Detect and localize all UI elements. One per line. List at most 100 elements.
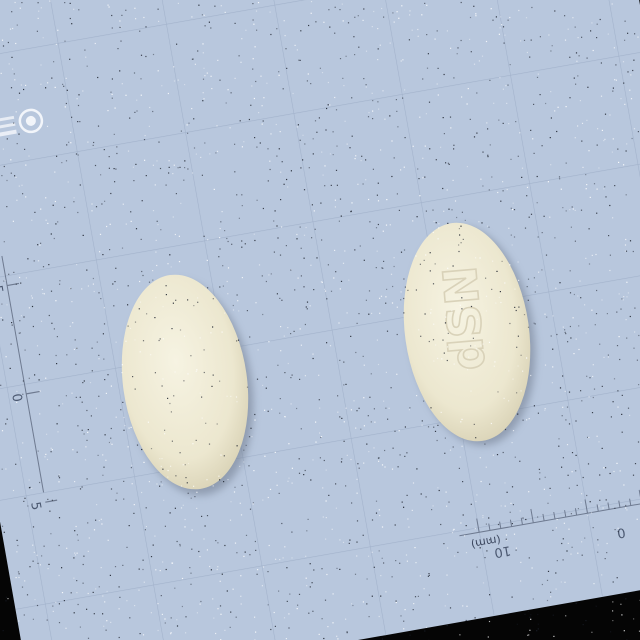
- speckle-dot: [385, 591, 387, 593]
- speckle-dot: [145, 55, 147, 58]
- speckle-dot: [638, 334, 640, 337]
- speckle-dot: [14, 175, 16, 177]
- speckle-dot: [569, 209, 571, 211]
- speckle-dot: [528, 634, 530, 636]
- speckle-dot: [17, 544, 19, 547]
- speckle-dot: [152, 279, 154, 281]
- speckle-dot: [19, 320, 21, 322]
- speckle-dot: [350, 458, 352, 461]
- speckle-dot: [400, 169, 402, 171]
- speckle-dot: [428, 101, 431, 103]
- speckle-dot: [180, 507, 183, 509]
- speckle-dot: [524, 227, 527, 229]
- speckle-dot: [236, 552, 238, 554]
- speckle-dot: [502, 122, 504, 124]
- speckle-dot: [144, 135, 146, 137]
- speckle-dot: [77, 425, 79, 427]
- speckle-dot: [140, 238, 142, 240]
- speckle-dot: [345, 383, 347, 385]
- speckle-dot: [532, 138, 534, 140]
- speckle-dot: [241, 246, 243, 248]
- speckle-dot: [297, 277, 299, 279]
- speckle-dot: [571, 471, 573, 473]
- speckle-dot: [605, 196, 607, 198]
- speckle-dot: [428, 574, 430, 576]
- speckle-dot: [296, 126, 298, 128]
- speckle-dot: [47, 568, 49, 570]
- speckle-dot: [493, 365, 495, 367]
- speckle-dot: [222, 285, 224, 287]
- speckle-dot: [470, 390, 472, 392]
- speckle-dot: [355, 155, 357, 157]
- speckle-dot: [351, 97, 353, 99]
- speckle-dot: [310, 479, 312, 481]
- speckle-dot: [609, 114, 611, 116]
- speckle-dot: [506, 539, 508, 541]
- speckle-dot: [47, 82, 49, 84]
- speckle-dot: [559, 282, 561, 284]
- speckle-dot: [206, 72, 208, 74]
- speckle-dot: [486, 122, 488, 124]
- speckle-dot: [547, 502, 549, 504]
- speckle-dot: [562, 326, 564, 328]
- speckle-dot: [582, 624, 584, 626]
- speckle-dot: [518, 306, 520, 308]
- speckle-dot: [219, 580, 221, 582]
- speckle-dot: [473, 63, 476, 65]
- speckle-dot: [491, 288, 493, 290]
- speckle-dot: [147, 421, 149, 423]
- speckle-dot: [392, 285, 394, 288]
- speckle-dot: [332, 154, 334, 156]
- speckle-dot: [174, 587, 176, 589]
- speckle-dot: [564, 329, 566, 331]
- speckle-dot: [26, 594, 29, 596]
- speckle-dot: [377, 101, 379, 103]
- speckle-dot: [81, 486, 83, 488]
- speckle-dot: [448, 163, 450, 165]
- speckle-dot: [318, 633, 320, 635]
- speckle-dot: [282, 557, 284, 559]
- speckle-dot: [383, 260, 385, 262]
- speckle-dot: [11, 56, 13, 58]
- speckle-dot: [95, 407, 97, 409]
- speckle-dot: [610, 631, 612, 633]
- speckle-dot: [370, 421, 372, 423]
- speckle-dot: [76, 580, 78, 582]
- speckle-dot: [187, 299, 189, 301]
- speckle-dot: [277, 364, 279, 366]
- speckle-dot: [572, 317, 574, 319]
- speckle-dot: [39, 564, 41, 566]
- speckle-dot: [0, 316, 2, 319]
- speckle-dot: [58, 474, 60, 476]
- speckle-dot: [46, 619, 48, 621]
- speckle-dot: [58, 481, 60, 483]
- speckle-dot: [492, 260, 494, 262]
- speckle-dot: [32, 618, 34, 620]
- speckle-dot: [172, 216, 174, 218]
- speckle-dot: [383, 562, 385, 564]
- speckle-dot: [450, 47, 452, 49]
- speckle-dot: [378, 550, 380, 552]
- speckle-dot: [275, 123, 277, 126]
- speckle-dot: [170, 266, 172, 268]
- speckle-dot: [528, 557, 530, 559]
- speckle-dot: [278, 148, 280, 150]
- speckle-dot: [291, 531, 293, 533]
- speckle-dot: [529, 56, 531, 58]
- speckle-dot: [16, 24, 18, 26]
- speckle-dot: [589, 501, 591, 503]
- speckle-dot: [139, 301, 142, 303]
- speckle-dot: [243, 449, 245, 451]
- speckle-dot: [142, 559, 144, 561]
- speckle-dot: [391, 175, 393, 178]
- speckle-dot: [184, 167, 186, 169]
- speckle-dot: [106, 590, 108, 593]
- speckle-dot: [593, 388, 596, 390]
- speckle-dot: [636, 359, 638, 361]
- speckle-dot: [321, 239, 323, 241]
- speckle-dot: [163, 499, 165, 501]
- speckle-dot: [130, 220, 132, 222]
- speckle-dot: [18, 332, 20, 334]
- speckle-dot: [326, 107, 328, 110]
